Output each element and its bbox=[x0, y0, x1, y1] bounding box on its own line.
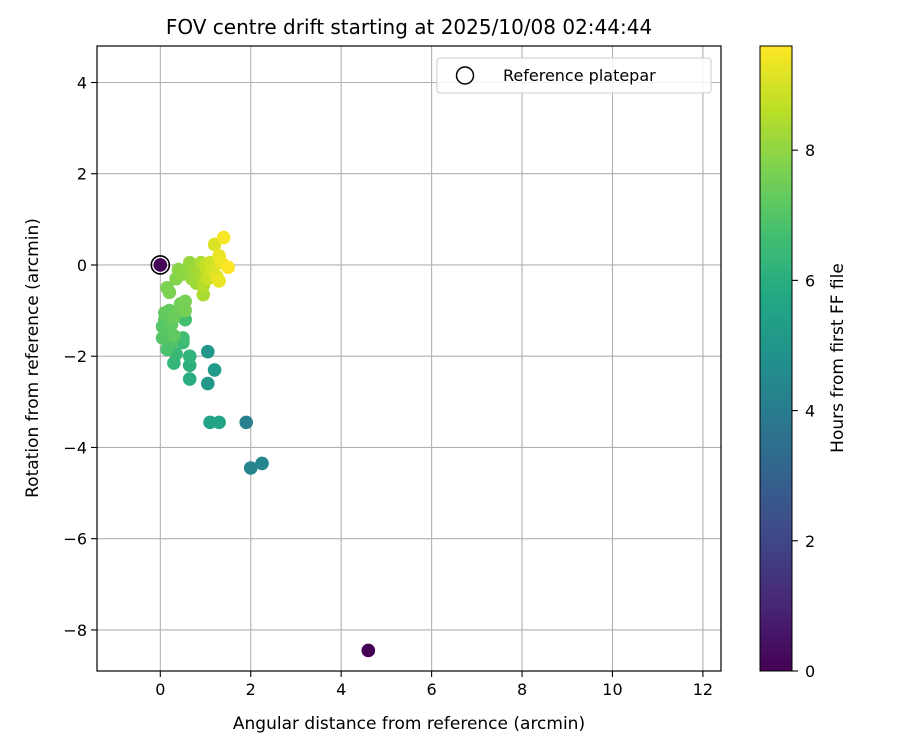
y-tick-label: −2 bbox=[63, 347, 87, 366]
colorbar-tick-label: 0 bbox=[805, 662, 815, 681]
y-axis-label: Rotation from reference (arcmin) bbox=[23, 218, 43, 498]
reference-marker bbox=[150, 255, 171, 275]
y-tick-label: −8 bbox=[63, 621, 87, 640]
x-tick-label: 12 bbox=[693, 680, 713, 699]
x-tick-label: 0 bbox=[155, 680, 165, 699]
legend-box bbox=[436, 57, 712, 94]
colorbar-ticks: 0 2 4 6 8 bbox=[792, 141, 815, 681]
chart-title: FOV centre drift starting at 2025/10/08 … bbox=[166, 15, 652, 39]
data-point bbox=[178, 303, 192, 318]
y-tick-label: 0 bbox=[77, 256, 87, 275]
y-tick-label: −6 bbox=[63, 530, 87, 549]
colorbar-tick-label: 4 bbox=[805, 402, 815, 421]
data-point bbox=[167, 328, 181, 343]
data-point bbox=[243, 461, 258, 475]
data-point bbox=[239, 415, 254, 430]
x-tick-label: 4 bbox=[336, 680, 346, 699]
colorbar-tick-label: 6 bbox=[805, 271, 815, 290]
x-tick-label: 2 bbox=[246, 680, 256, 699]
scatter-points bbox=[153, 230, 376, 658]
legend-entry: Reference platepar bbox=[503, 66, 656, 85]
x-tick-label: 10 bbox=[602, 680, 622, 699]
data-point bbox=[200, 344, 215, 359]
plot-frame bbox=[96, 45, 722, 672]
colorbar-tick-label: 8 bbox=[805, 141, 815, 160]
data-point bbox=[216, 230, 231, 245]
data-point bbox=[182, 349, 197, 364]
data-point bbox=[212, 415, 226, 430]
y-axis-ticks: −8 −6 −4 −2 0 2 4 bbox=[63, 73, 97, 640]
data-point bbox=[207, 363, 222, 377]
data-point bbox=[160, 280, 174, 295]
data-point bbox=[200, 376, 215, 391]
x-tick-label: 8 bbox=[517, 680, 527, 699]
data-point bbox=[361, 643, 376, 658]
colorbar-tick-label: 2 bbox=[805, 532, 815, 551]
colorbar bbox=[759, 45, 793, 672]
legend-marker bbox=[455, 66, 475, 85]
legend: Reference platepar bbox=[436, 57, 712, 94]
data-point bbox=[182, 372, 197, 386]
data-point bbox=[255, 456, 269, 471]
reference-point bbox=[150, 255, 171, 275]
y-tick-label: 4 bbox=[77, 73, 87, 92]
x-axis-ticks: 0 2 4 6 8 10 12 bbox=[155, 671, 713, 699]
x-tick-label: 6 bbox=[427, 680, 437, 699]
x-axis-label: Angular distance from reference (arcmin) bbox=[233, 714, 585, 734]
colorbar-label: Hours from first FF file bbox=[828, 263, 848, 453]
data-point bbox=[221, 260, 235, 275]
data-point bbox=[153, 258, 168, 272]
data-point bbox=[212, 274, 226, 288]
y-tick-label: −4 bbox=[63, 438, 87, 457]
y-tick-label: 2 bbox=[77, 165, 87, 184]
